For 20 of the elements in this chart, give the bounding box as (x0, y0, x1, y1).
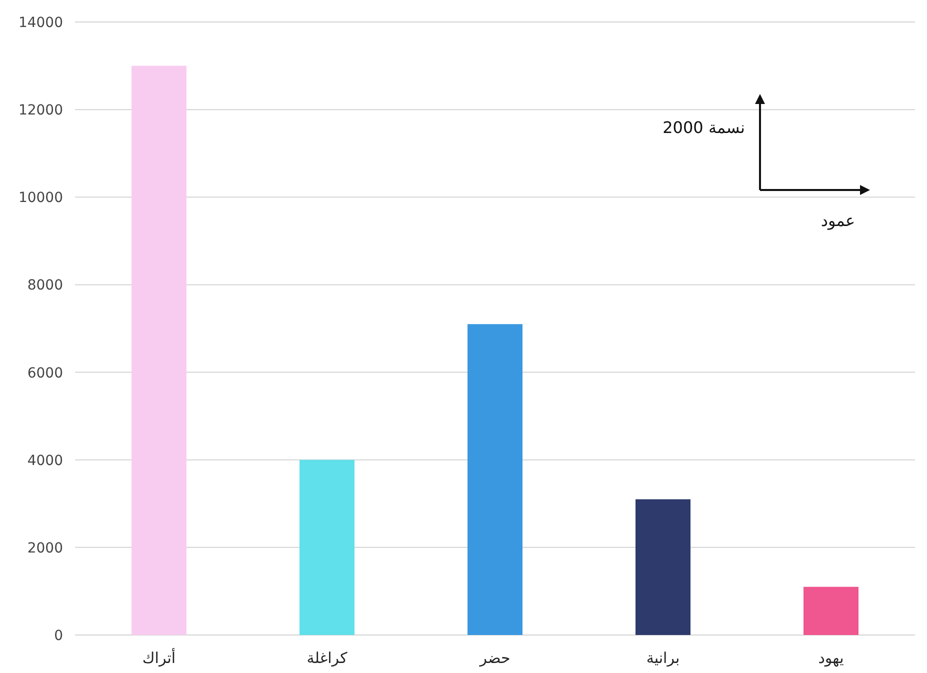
bar (468, 324, 522, 635)
bar (300, 460, 354, 635)
x-tick-label: يهود (818, 649, 844, 667)
bar (636, 499, 690, 635)
y-tick-label: 14000 (18, 15, 63, 31)
x-tick-label: كراغلة (306, 649, 348, 667)
annotation: عمود (820, 211, 856, 230)
y-tick-label: 8000 (27, 278, 63, 294)
bar (132, 66, 186, 635)
x-tick-label: حضر (478, 649, 510, 667)
bar (804, 586, 858, 635)
y-tick-label: 10000 (18, 190, 63, 206)
x-tick-label: برانية (646, 649, 680, 667)
y-tick-label: 6000 (27, 365, 63, 382)
y-tick-label: 2000 (27, 540, 63, 556)
y-tick-label: 4000 (27, 452, 63, 469)
y-tick-label: 12000 (18, 102, 63, 119)
x-tick-label: أتراك (142, 648, 176, 667)
y-tick-label: 0 (54, 628, 63, 644)
annotation: 2000 نسمة (662, 118, 745, 137)
